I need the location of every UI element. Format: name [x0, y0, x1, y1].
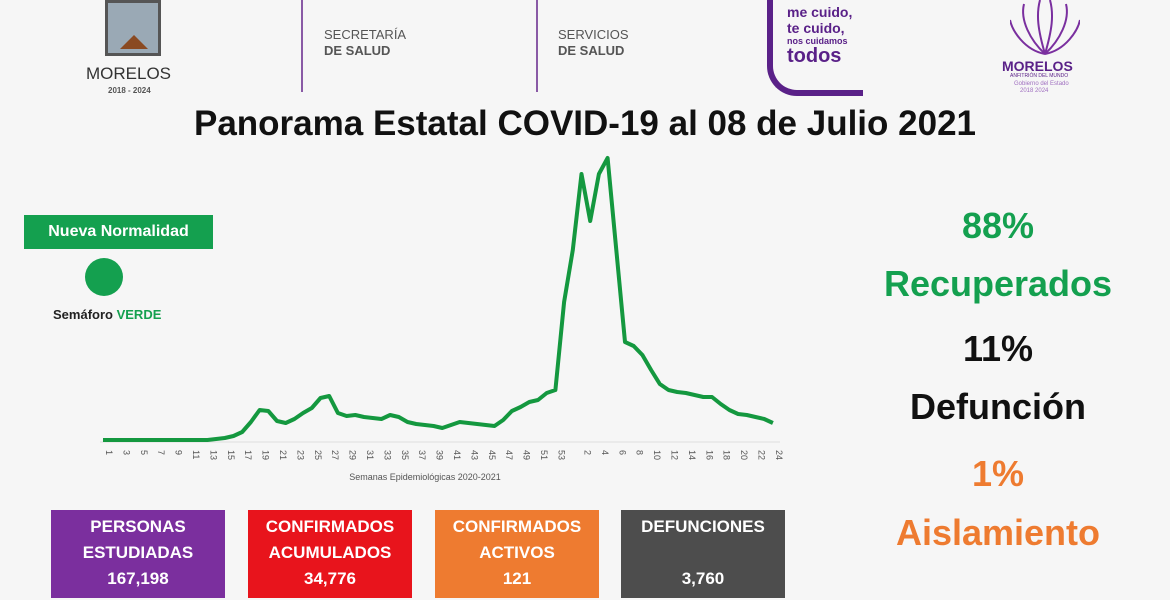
series-line — [103, 156, 774, 442]
x-tick-label: 19 — [261, 450, 271, 460]
servicios-line2: DE SALUD — [558, 43, 625, 58]
x-tick-label: 37 — [417, 450, 427, 460]
x-tick-label: 47 — [504, 450, 514, 460]
x-tick-label: 17 — [243, 450, 253, 460]
morelos-logo-text: MORELOS — [86, 64, 172, 83]
x-tick-label: 22 — [757, 450, 767, 460]
morelos-flower-title: MORELOS — [1002, 58, 1073, 74]
morelos-flower-sub: ANFITRIÓN DEL MUNDO — [1010, 73, 1069, 79]
x-tick-label: 27 — [330, 450, 340, 460]
aislamiento-label: Aislamiento — [895, 512, 1101, 553]
x-tick-label: 7 — [156, 450, 166, 455]
x-tick-label: 14 — [687, 450, 697, 460]
x-tick-label: 43 — [469, 450, 479, 460]
x-tick-label: 35 — [400, 450, 410, 460]
divider — [301, 0, 303, 92]
x-tick-label: 51 — [539, 450, 549, 460]
morelos-flower-years: 2018 2024 — [1020, 88, 1049, 94]
servicios-line1: SERVICIOS — [558, 27, 629, 42]
recuperados-label: Recuperados — [883, 263, 1113, 304]
x-tick-label: 23 — [295, 450, 305, 460]
x-tick-label: 16 — [704, 450, 714, 460]
x-tick-label: 3 — [121, 450, 131, 455]
x-tick-label: 6 — [617, 450, 627, 455]
x-tick-label: 41 — [452, 450, 462, 460]
divider — [536, 0, 538, 92]
page-title: Panorama Estatal COVID-19 al 08 de Julio… — [193, 104, 976, 143]
x-tick-label: 29 — [348, 450, 358, 460]
x-tick-label: 2 — [583, 450, 593, 455]
x-tick-label: 18 — [722, 450, 732, 460]
defuncion-pct: 11% — [962, 328, 1034, 369]
semaforo-status: VERDE — [116, 307, 162, 322]
covid-weekly-chart: 1 3 5 7 9 11 13 15 17 19 21 23 25 27 29 31 33 35 37 39 41 43 4… — [100, 156, 784, 482]
x-tick-label: 1 — [104, 450, 114, 455]
slogan-logo: me cuido, te cuido, nos cuidamos todos — [767, 0, 863, 96]
x-tick-label: 31 — [365, 450, 375, 460]
morelos-flower-logo — [1009, 0, 1081, 56]
aislamiento-pct: 1% — [971, 453, 1025, 494]
x-tick-label: 24 — [774, 450, 784, 460]
x-tick-label: 39 — [435, 450, 445, 460]
x-axis-title: Semanas Epidemiológicas 2020-2021 — [349, 472, 501, 482]
x-tick-label: 45 — [487, 450, 497, 460]
x-tick-label: 9 — [174, 450, 184, 455]
x-tick-label: 5 — [139, 450, 149, 455]
personas-estudiadas-box: PERSONAS ESTUDIADAS 167,198 — [51, 510, 225, 598]
x-tick-label: 21 — [278, 450, 288, 460]
recuperados-pct: 88% — [961, 205, 1035, 246]
semaforo-label: Semáforo VERDE — [53, 307, 161, 322]
morelos-flower-gov: Gobierno del Estado — [1014, 81, 1069, 87]
defuncion-label: Defunción — [910, 386, 1086, 427]
x-tick-label: 12 — [670, 450, 680, 460]
confirmados-acumulados-box: CONFIRMADOS ACUMULADOS 34,776 — [248, 510, 412, 598]
x-tick-label: 10 — [652, 450, 662, 460]
x-tick-label: 11 — [191, 450, 201, 459]
morelos-years: 2018 - 2024 — [108, 86, 151, 95]
x-tick-label: 25 — [313, 450, 323, 460]
semaforo-green-light — [85, 258, 123, 296]
nueva-normalidad-badge: Nueva Normalidad — [24, 215, 213, 249]
x-tick-label: 49 — [522, 450, 532, 460]
x-tick-label: 15 — [226, 450, 236, 460]
x-tick-label: 4 — [600, 450, 610, 455]
x-tick-label: 13 — [208, 450, 218, 460]
defunciones-box: DEFUNCIONES 3,760 — [621, 510, 785, 598]
x-tick-label: 53 — [556, 450, 566, 460]
secretaria-line1: SECRETARÍA — [324, 27, 407, 42]
confirmados-activos-box: CONFIRMADOS ACTIVOS 121 — [435, 510, 599, 598]
morelos-seal-logo — [105, 0, 161, 56]
x-tick-label: 8 — [635, 450, 645, 455]
semaforo-text: Semáforo — [53, 307, 113, 322]
secretaria-line2: DE SALUD — [324, 43, 391, 58]
x-tick-label: 33 — [382, 450, 392, 460]
x-tick-label: 20 — [739, 450, 749, 460]
